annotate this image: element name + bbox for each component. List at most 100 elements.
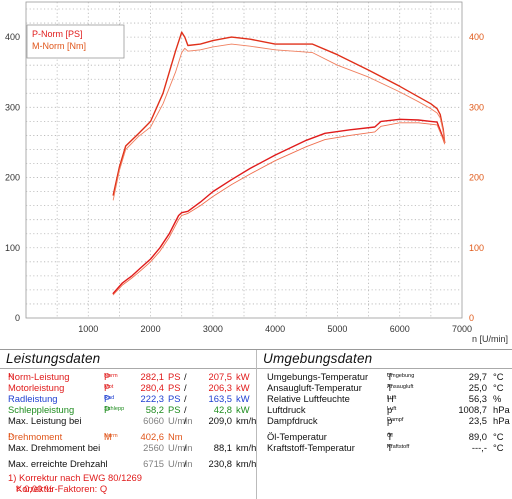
legend-entry-power: P-Norm [PS] <box>32 29 83 39</box>
value: 23,5 <box>468 415 487 426</box>
row-umgebungs-temperatur: Umgebungs-Temperatur T Umgebung 29,7 °C <box>257 371 512 382</box>
unit-rpm: U/min <box>168 458 193 469</box>
symbol-sub: Schlepp <box>104 406 125 412</box>
factor-sub: y <box>16 485 19 491</box>
panel-divider <box>257 368 512 369</box>
value-speed: 88,1 <box>213 442 232 453</box>
unit-speed: km/h <box>236 442 257 453</box>
unit-rpm: U/min <box>168 415 193 426</box>
symbol-sub: Norm <box>104 373 118 379</box>
unit: °C <box>493 382 504 393</box>
symbol: H <box>387 393 394 404</box>
leistungsdaten-title: Leistungsdaten <box>6 351 101 366</box>
value-ps: 222,3 <box>140 393 164 404</box>
symbol-sub: Mot <box>104 384 114 390</box>
unit: °C <box>493 431 504 442</box>
footnote: 1) <box>8 373 13 379</box>
x-tick-label: 4000 <box>265 324 285 334</box>
series-power-norm <box>112 118 446 295</box>
symbol-sub: Dampf <box>387 417 404 423</box>
value-speed: 209,0 <box>208 415 232 426</box>
legend-entry-torque: M-Norm [Nm] <box>32 41 86 51</box>
unit-nm: Nm <box>168 431 183 442</box>
x-tick-label: 3000 <box>203 324 223 334</box>
value-kw: 206,3 <box>208 382 232 393</box>
unit-speed: km/h <box>236 458 257 469</box>
label: Kraftstoff-Temperatur <box>267 442 355 453</box>
grid-lines <box>26 2 462 318</box>
unit: °C <box>493 371 504 382</box>
symbol: p <box>387 415 393 426</box>
label: Radleistung <box>8 393 58 404</box>
symbol: P <box>104 382 111 393</box>
unit-kw: kW <box>236 404 250 415</box>
row-schleppleistung: Schleppleistung P Schlepp 58,2 PS / 42,8 … <box>0 404 256 415</box>
symbol-sub: Kraftstoff <box>387 444 410 450</box>
value: 1008,7 <box>458 404 487 415</box>
symbol: P <box>104 404 111 415</box>
series-power-measured <box>112 122 446 296</box>
separator: / <box>184 404 187 415</box>
symbol: T <box>387 371 393 382</box>
label: Motorleistung <box>8 382 65 393</box>
value: 25,0 <box>468 382 487 393</box>
x-axis: 1000 2000 3000 4000 5000 6000 7000 <box>78 324 472 334</box>
x-axis-label: n [U/min] <box>472 334 508 344</box>
y-right-tick-label: 200 <box>469 173 484 183</box>
series-torque-norm <box>112 31 446 196</box>
value: 89,0 <box>468 431 487 442</box>
symbol: p <box>387 404 393 415</box>
label: Ansaugluft-Temperatur <box>267 382 362 393</box>
value-rpm: 6715 <box>143 458 164 469</box>
value-ps: 280,4 <box>140 382 164 393</box>
unit-kw: kW <box>236 371 250 382</box>
x-tick-label: 5000 <box>327 324 347 334</box>
legend: P-Norm [PS] M-Norm [Nm] <box>26 24 125 59</box>
value-kw: 207,5 <box>208 371 232 382</box>
x-tick-label: 2000 <box>141 324 161 334</box>
label: Norm-Leistung <box>8 371 70 382</box>
unit-ps: PS <box>168 371 181 382</box>
right-axis: 0 100 200 300 400 <box>469 32 484 323</box>
separator: / <box>184 415 187 426</box>
y-left-tick-label: 100 <box>5 243 20 253</box>
row-max-drehmoment: Max. Drehmoment bei 2560 U/min / 88,1 km… <box>0 442 256 453</box>
value-ps: 58,2 <box>145 404 164 415</box>
symbol: T <box>387 431 393 442</box>
symbol-sub: Luft <box>387 406 397 412</box>
unit: hPa <box>493 415 510 426</box>
value-rpm: 2560 <box>143 442 164 453</box>
label: Umgebungs-Temperatur <box>267 371 369 382</box>
symbol-sub: Ansaugluft <box>387 384 414 390</box>
unit-kw: kW <box>236 382 250 393</box>
unit-kw: kW <box>236 393 250 404</box>
row-ansaugluft-temperatur: Ansaugluft-Temperatur T Ansaugluft 25,0 °… <box>257 382 512 393</box>
label: Max. Leistung bei <box>8 415 82 426</box>
unit-ps: PS <box>168 382 181 393</box>
factor-value: = 0,00 % <box>16 483 54 494</box>
row-max-drehzahl: Max. erreichte Drehzahl 6715 U/min / 230… <box>0 458 256 469</box>
panel-divider <box>0 368 256 369</box>
unit-ps: PS <box>168 404 181 415</box>
separator: / <box>184 393 187 404</box>
factor-label: Korrektur-Faktoren: Q <box>16 483 108 494</box>
symbol-sub: Öl <box>387 433 393 439</box>
symbol-sub: Umgebung <box>387 373 415 379</box>
label: Dampfdruck <box>267 415 318 426</box>
x-tick-label: 6000 <box>390 324 410 334</box>
x-tick-label: 7000 <box>452 324 472 334</box>
dyno-chart: 0 100 200 300 400 0 100 200 300 400 1000 2000 3000… <box>5 1 508 344</box>
row-relative-luftfeuchte: Relative Luftfeuchte H Luft 56,3 % <box>257 393 512 404</box>
unit: °C <box>493 442 504 453</box>
data-panels: Leistungsdaten Norm-Leistung 1) P Norm 28… <box>0 349 512 499</box>
symbol-sub: Rad <box>104 395 115 401</box>
value: 29,7 <box>468 371 487 382</box>
symbol-sub: Norm <box>104 433 118 439</box>
footnote-korrektur: 1) Korrektur nach EWG 80/1269 <box>0 472 256 483</box>
value: ---,- <box>471 442 487 453</box>
symbol: T <box>387 442 393 453</box>
row-oel-temperatur: Öl-Temperatur T Öl 89,0 °C <box>257 431 512 442</box>
series-torque-measured <box>112 43 446 201</box>
separator: / <box>184 382 187 393</box>
footnote-text: 1) Korrektur nach EWG 80/1269 <box>8 472 142 483</box>
